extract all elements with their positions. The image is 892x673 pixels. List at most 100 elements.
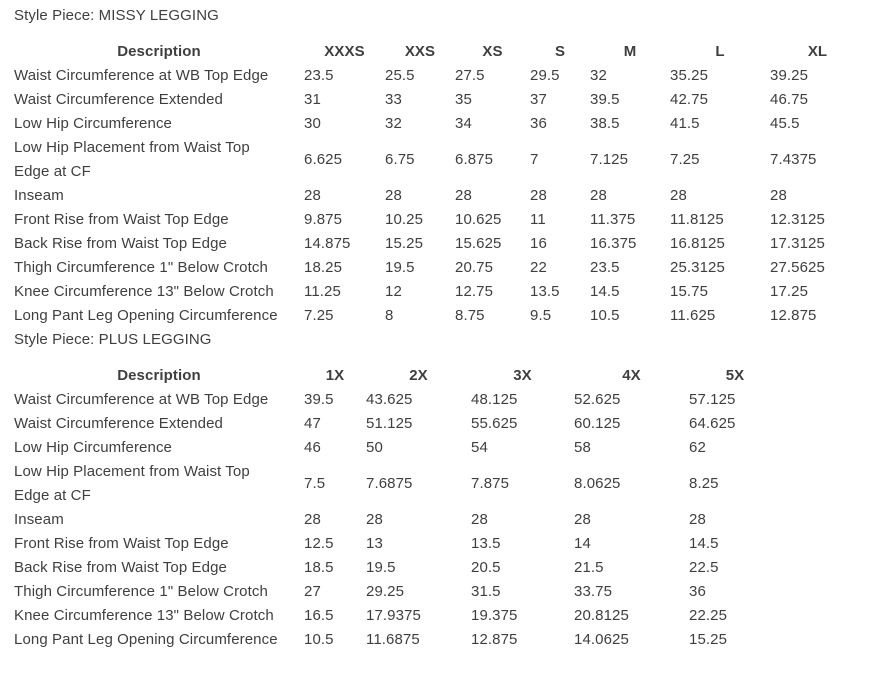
measurement-row-thigh-circumference-1-below-crotch: Thigh Circumference 1" Below Crotch 27 29.… <box>14 580 781 604</box>
measurement-value: 17.3125 <box>770 235 825 252</box>
measurement-value: 12.875 <box>471 631 518 648</box>
measurement-description: Long Pant Leg Opening Circumference <box>14 307 278 324</box>
measurement-description: Low Hip Placement from Waist Top Edge at… <box>14 139 250 180</box>
measurement-row-waist-circumference-extended: Waist Circumference Extended 31 33 35 37 39.5… <box>14 88 865 112</box>
measurement-value: 21.5 <box>574 559 604 576</box>
measurement-value: 7.4375 <box>770 151 817 168</box>
measurement-value: 28 <box>770 187 787 204</box>
measurement-value: 10.5 <box>590 307 620 324</box>
measurement-value: 32 <box>385 115 402 132</box>
measurement-value: 15.25 <box>689 631 728 648</box>
measurement-value: 16.375 <box>590 235 637 252</box>
measurement-row-low-hip-placement-from-waist-top: Low Hip Placement from Waist Top Edge at… <box>14 460 781 508</box>
measurement-row-waist-circumference-extended: Waist Circumference Extended 47 51.125 55.6… <box>14 412 781 436</box>
measurement-value: 39.5 <box>304 391 334 408</box>
measurement-value: 35 <box>455 91 472 108</box>
measurement-value: 25.5 <box>385 67 415 84</box>
measurement-row-back-rise-from-waist-top-edge: Back Rise from Waist Top Edge 18.5 19.5 20.… <box>14 556 781 580</box>
measurement-description: Front Rise from Waist Top Edge <box>14 535 229 552</box>
measurement-description: Front Rise from Waist Top Edge <box>14 211 229 228</box>
measurement-description: Waist Circumference at WB Top Edge <box>14 391 269 408</box>
measurement-row-knee-circumference-13-below-crotch: Knee Circumference 13" Below Crotch 16.5 1… <box>14 604 781 628</box>
measurement-value: 7.25 <box>304 307 334 324</box>
measurement-value: 6.875 <box>455 151 494 168</box>
measurement-value: 7.125 <box>590 151 629 168</box>
measurement-value: 28 <box>590 187 607 204</box>
measurement-value: 11.8125 <box>670 211 724 228</box>
plus-legging-section: Style Piece: PLUS LEGGING Description 1X 2… <box>14 328 878 652</box>
measurement-row-back-rise-from-waist-top-edge: Back Rise from Waist Top Edge 14.875 15.25… <box>14 232 865 256</box>
measurement-value: 18.5 <box>304 559 334 576</box>
measurement-value: 38.5 <box>590 115 620 132</box>
size-column-header-xs: XS <box>482 43 503 60</box>
measurement-description: Inseam <box>14 187 64 204</box>
measurement-value: 8.25 <box>689 475 719 492</box>
measurement-value: 64.625 <box>689 415 736 432</box>
measurement-description: Back Rise from Waist Top Edge <box>14 235 227 252</box>
measurement-value: 7 <box>530 151 539 168</box>
style-piece-title-plus: Style Piece: PLUS LEGGING <box>14 331 212 348</box>
measurement-value: 20.5 <box>471 559 501 576</box>
measurement-value: 14.0625 <box>574 631 629 648</box>
measurement-value: 28 <box>455 187 472 204</box>
measurement-value: 35.25 <box>670 67 709 84</box>
measurement-description: Knee Circumference 13" Below Crotch <box>14 283 274 300</box>
measurement-value: 15.625 <box>455 235 502 252</box>
measurement-value: 28 <box>530 187 547 204</box>
measurement-value: 8.0625 <box>574 475 621 492</box>
size-column-header-l: L <box>715 43 725 60</box>
measurement-value: 12.75 <box>455 283 494 300</box>
plus-legging-size-table: Description 1X 2X 3X 4X 5X Waist Circumference… <box>14 364 781 652</box>
measurement-description: Waist Circumference Extended <box>14 415 223 432</box>
size-column-header-m: M <box>623 43 637 60</box>
measurement-description: Low Hip Circumference <box>14 115 172 132</box>
measurement-value: 10.625 <box>455 211 502 228</box>
measurement-value: 45.5 <box>770 115 800 132</box>
measurement-value: 16.8125 <box>670 235 725 252</box>
measurement-value: 14.5 <box>689 535 719 552</box>
measurement-value: 12 <box>385 283 402 300</box>
size-column-header-3x: 3X <box>513 367 532 384</box>
size-column-header-4x: 4X <box>622 367 641 384</box>
size-column-header-xxs: XXS <box>404 43 436 60</box>
measurement-value: 36 <box>689 583 706 600</box>
measurement-value: 10.5 <box>304 631 334 648</box>
header-row: Description 1X 2X 3X 4X 5X <box>14 364 781 388</box>
measurement-row-front-rise-from-waist-top-edge: Front Rise from Waist Top Edge 12.5 13 13.5… <box>14 532 781 556</box>
measurement-value: 16 <box>530 235 547 252</box>
measurement-value: 12.3125 <box>770 211 825 228</box>
measurement-value: 29.25 <box>366 583 405 600</box>
missy-legging-size-table: Description XXXS XXS XS S M L XL Waist Circumfer… <box>14 40 865 328</box>
measurement-row-low-hip-placement-from-waist-top: Low Hip Placement from Waist Top Edge at… <box>14 136 865 184</box>
measurement-value: 57.125 <box>689 391 736 408</box>
measurement-value: 22 <box>530 259 547 276</box>
measurement-value: 54 <box>471 439 488 456</box>
measurement-value: 8 <box>385 307 394 324</box>
measurement-row-low-hip-circumference: Low Hip Circumference 46 50 54 58 62 <box>14 436 781 460</box>
measurement-value: 39.5 <box>590 91 620 108</box>
measurement-value: 62 <box>689 439 706 456</box>
measurement-value: 18.25 <box>304 259 343 276</box>
measurement-value: 13.5 <box>530 283 560 300</box>
measurement-value: 13 <box>366 535 383 552</box>
measurement-value: 7.6875 <box>366 475 413 492</box>
measurement-value: 28 <box>670 187 687 204</box>
measurement-value: 46 <box>304 439 321 456</box>
measurement-value: 28 <box>574 511 591 528</box>
measurement-row-front-rise-from-waist-top-edge: Front Rise from Waist Top Edge 9.875 10.25… <box>14 208 865 232</box>
measurement-value: 9.875 <box>304 211 343 228</box>
measurement-value: 29.5 <box>530 67 560 84</box>
measurement-value: 22.25 <box>689 607 728 624</box>
measurement-value: 33 <box>385 91 402 108</box>
measurement-value: 52.625 <box>574 391 621 408</box>
measurement-value: 13.5 <box>471 535 501 552</box>
description-column-header: Description <box>117 367 201 384</box>
measurement-value: 60.125 <box>574 415 621 432</box>
measurement-value: 11.375 <box>590 211 636 228</box>
description-column-header: Description <box>117 43 201 60</box>
measurement-value: 17.9375 <box>366 607 421 624</box>
measurement-value: 12.5 <box>304 535 334 552</box>
measurement-description: Waist Circumference at WB Top Edge <box>14 67 269 84</box>
measurement-description: Waist Circumference Extended <box>14 91 223 108</box>
measurement-value: 55.625 <box>471 415 518 432</box>
